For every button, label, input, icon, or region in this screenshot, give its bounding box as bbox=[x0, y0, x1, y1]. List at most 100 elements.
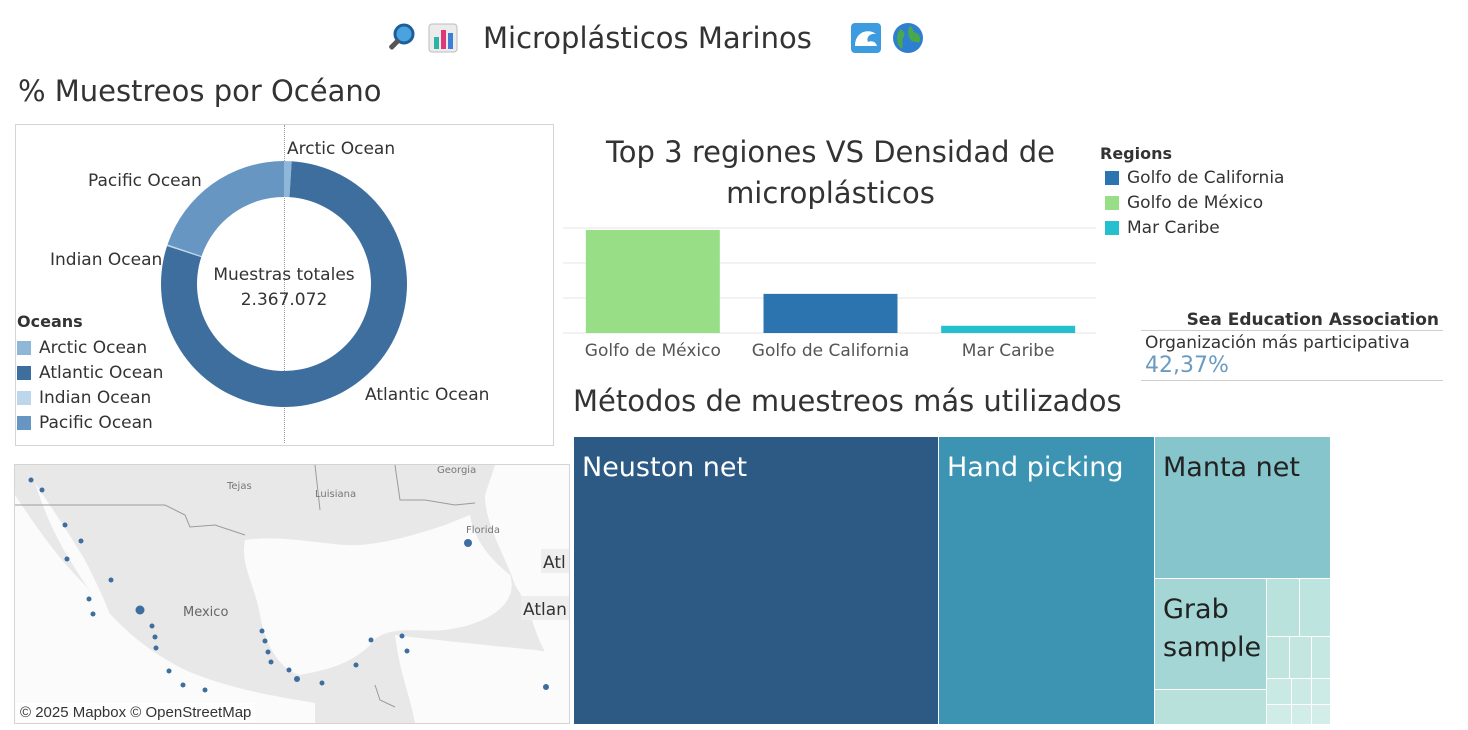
donut-slice-indian-ocean[interactable] bbox=[167, 244, 202, 258]
donut-slice-atlantic-ocean[interactable] bbox=[160, 161, 408, 408]
map-point[interactable] bbox=[543, 684, 549, 690]
magnifier-icon bbox=[389, 23, 415, 50]
map-point[interactable] bbox=[268, 659, 274, 665]
donut-slice-arctic-ocean[interactable] bbox=[284, 161, 292, 198]
legend-label: Golfo de California bbox=[1127, 167, 1285, 188]
bar-golfo-de-méxico[interactable] bbox=[585, 230, 720, 333]
legend-item-pacific[interactable]: Pacific Ocean bbox=[17, 410, 163, 435]
legend-swatch bbox=[17, 365, 31, 380]
map-point[interactable] bbox=[464, 539, 472, 547]
bar-chart: Golfo de México Golfo de California Mar Ca… bbox=[563, 227, 1096, 361]
map-point[interactable] bbox=[262, 638, 268, 644]
treemap-cell-minor[interactable] bbox=[1267, 637, 1290, 679]
legend-label: Pacific Ocean bbox=[39, 412, 153, 433]
legend-item-golfo-california[interactable]: Golfo de California bbox=[1100, 165, 1284, 190]
legend-item-golfo-mexico[interactable]: Golfo de México bbox=[1100, 190, 1284, 215]
treemap-cell-minor[interactable] bbox=[1292, 679, 1312, 705]
bar-category-label: Golfo de California bbox=[752, 341, 909, 361]
kpi-value: 42,37% bbox=[1141, 353, 1443, 381]
map-border bbox=[15, 504, 246, 536]
donut-label-indian: Indian Ocean bbox=[50, 250, 162, 270]
legend-swatch bbox=[17, 415, 31, 430]
map-point[interactable] bbox=[202, 687, 208, 693]
treemap-title: Métodos de muestreos más utilizados bbox=[573, 384, 1122, 418]
map-point[interactable] bbox=[108, 577, 114, 583]
legend-label: Mar Caribe bbox=[1127, 217, 1220, 238]
map-point[interactable] bbox=[152, 634, 158, 640]
bar-category-label: Golfo de México bbox=[585, 341, 721, 361]
map-point[interactable] bbox=[399, 633, 405, 639]
legend-item-indian[interactable]: Indian Ocean bbox=[17, 385, 163, 410]
map-point[interactable] bbox=[153, 645, 159, 651]
legend-swatch bbox=[17, 390, 31, 405]
treemap-cell-neuston-net[interactable]: Neuston net bbox=[574, 437, 939, 725]
donut-label-pacific: Pacific Ocean bbox=[88, 171, 202, 191]
map-point[interactable] bbox=[294, 676, 300, 682]
map-border bbox=[374, 684, 396, 708]
map-point[interactable] bbox=[319, 680, 325, 686]
map-water-caribbean bbox=[395, 635, 569, 723]
map-label-bg bbox=[521, 596, 569, 620]
map-point[interactable] bbox=[64, 556, 70, 562]
treemap-cell-minor[interactable] bbox=[1290, 637, 1312, 679]
map-point[interactable] bbox=[404, 648, 410, 654]
map-water-pacific bbox=[15, 495, 315, 723]
treemap-cell-grab-sample[interactable]: Grab sample bbox=[1155, 579, 1267, 690]
kpi-org-name: Sea Education Association bbox=[1141, 310, 1443, 331]
treemap-cell-minor[interactable] bbox=[1267, 579, 1300, 637]
legend-label: Arctic Ocean bbox=[39, 337, 148, 358]
treemap-cell-manta-net[interactable]: Manta net bbox=[1155, 437, 1331, 579]
treemap-cell-minor[interactable] bbox=[1292, 705, 1312, 725]
map-point[interactable] bbox=[28, 477, 34, 483]
map-point[interactable] bbox=[180, 682, 186, 688]
legend-item-atlantic[interactable]: Atlantic Ocean bbox=[17, 360, 163, 385]
map-point[interactable] bbox=[62, 522, 68, 528]
page-title: Microplásticos Marinos bbox=[483, 21, 812, 55]
treemap-cell-minor[interactable] bbox=[1312, 637, 1331, 679]
map-label-atl: Atl bbox=[543, 553, 566, 573]
treemap-cell-hand-picking[interactable]: Hand picking bbox=[939, 437, 1155, 725]
region-legend-title: Regions bbox=[1100, 144, 1173, 163]
map-border bbox=[394, 465, 476, 506]
map-attribution[interactable]: © 2025 Mapbox © OpenStreetMap bbox=[16, 703, 256, 722]
map-point[interactable] bbox=[135, 605, 145, 615]
treemap-cell-minor[interactable] bbox=[1267, 679, 1292, 705]
treemap-cell-minor[interactable] bbox=[1312, 705, 1331, 725]
map-point[interactable] bbox=[149, 623, 155, 629]
map-point[interactable] bbox=[368, 637, 374, 643]
treemap-cell-minor[interactable] bbox=[1312, 679, 1331, 705]
map-label-florida: Florida bbox=[466, 525, 500, 536]
treemap-cell-minor[interactable] bbox=[1267, 705, 1292, 725]
treemap-cell-minor[interactable] bbox=[1155, 690, 1267, 725]
donut-slice-pacific-ocean[interactable] bbox=[167, 161, 284, 257]
map-point[interactable] bbox=[265, 649, 271, 655]
treemap-label-line: sample bbox=[1163, 632, 1262, 663]
bar-mar-caribe[interactable] bbox=[941, 325, 1076, 333]
donut-chart: Muestras totales 2.367.072 Arctic Ocean … bbox=[50, 139, 489, 408]
map-point[interactable] bbox=[353, 662, 359, 668]
legend-swatch bbox=[17, 340, 31, 355]
sampling-map[interactable]: Georgia Tejas Luisiana Florida Mexico At… bbox=[14, 464, 570, 724]
legend-label: Atlantic Ocean bbox=[39, 362, 164, 383]
map-label-tejas: Tejas bbox=[226, 481, 252, 492]
treemap-cell-minor[interactable] bbox=[1300, 579, 1331, 637]
map-point[interactable] bbox=[39, 487, 45, 493]
map-label-bg bbox=[541, 549, 569, 573]
donut-center-label: Muestras totales bbox=[213, 265, 354, 285]
map-water-atlantic bbox=[485, 465, 569, 723]
map-label-mexico: Mexico bbox=[183, 605, 228, 620]
map-point[interactable] bbox=[86, 596, 92, 602]
ocean-wave-icon bbox=[850, 23, 881, 53]
map-point[interactable] bbox=[259, 628, 265, 634]
legend-item-mar-caribe[interactable]: Mar Caribe bbox=[1100, 215, 1284, 240]
treemap-label-line: Grab bbox=[1163, 594, 1229, 625]
map-point[interactable] bbox=[166, 668, 172, 674]
bar-golfo-de-california[interactable] bbox=[763, 293, 898, 333]
bar-chart-icon bbox=[428, 23, 458, 53]
map-point[interactable] bbox=[90, 611, 96, 617]
map-point[interactable] bbox=[286, 667, 292, 673]
bar-chart-title-line1: Top 3 regiones VS Densidad de bbox=[606, 135, 1055, 169]
legend-item-arctic[interactable]: Arctic Ocean bbox=[17, 335, 163, 360]
map-point[interactable] bbox=[78, 538, 84, 544]
methods-treemap: Neuston net Hand picking Manta net Grab … bbox=[574, 437, 1331, 725]
